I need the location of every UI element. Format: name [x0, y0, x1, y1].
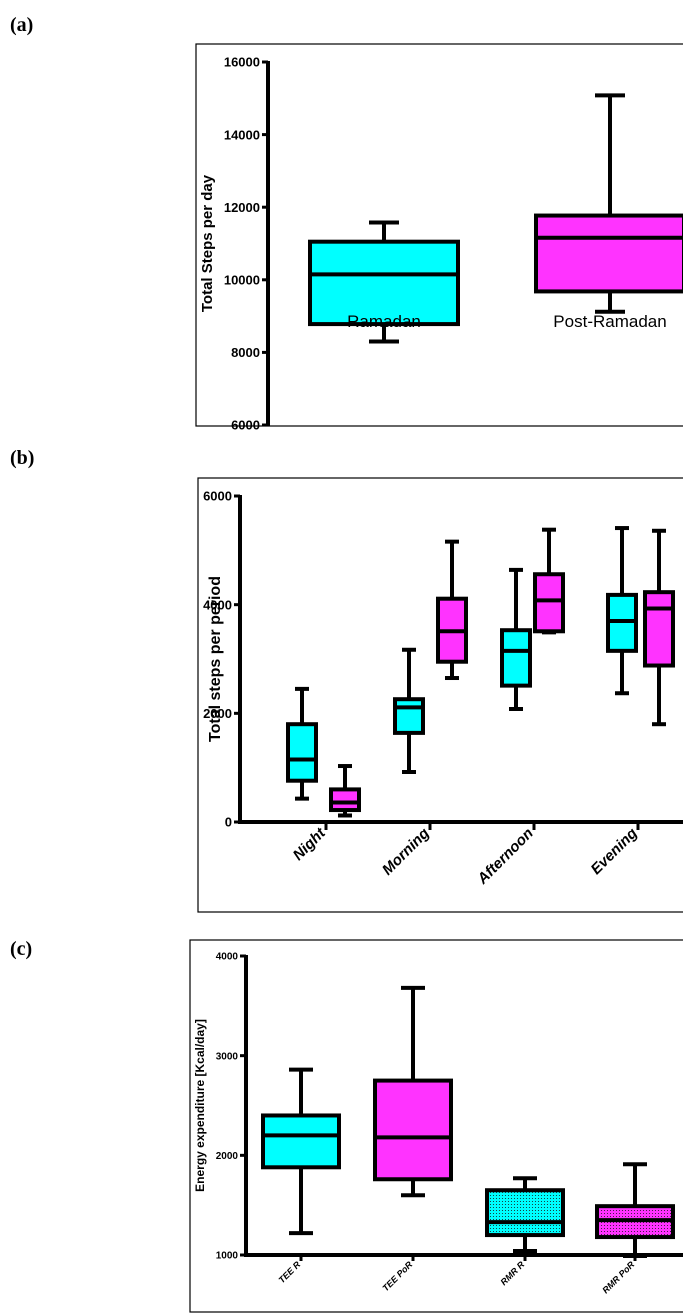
- y-tick-label-a-3: 12000: [224, 200, 260, 215]
- chart-a: 6000 8000 10000 12000 14000 16000 Total Steps …: [195, 43, 683, 433]
- box-afternoon: [533, 572, 565, 634]
- chart-b: 0 2000 4000 6000 Total steps per period Night…: [197, 477, 683, 913]
- x-category-label-3: Evening: [588, 825, 641, 878]
- box-morning: [393, 697, 425, 735]
- x-category-label-0: TEE R: [277, 1259, 303, 1285]
- y-tick-label-c-0: 1000: [216, 1251, 239, 1262]
- panel-label-b: (b): [10, 447, 35, 469]
- y-axis-label-c: Energy expenditure [Kcal/day]: [193, 1019, 207, 1192]
- x-category-label-1: TEE PoR: [380, 1259, 414, 1293]
- y-tick-label-a-0: 6000: [231, 418, 260, 433]
- y-axis-label-b: Total steps per period: [207, 576, 224, 742]
- y-tick-label-a-4: 14000: [224, 127, 260, 142]
- y-tick-label-b-0: 0: [225, 815, 232, 830]
- box-night: [286, 722, 318, 783]
- y-tick-label-b-3: 6000: [203, 489, 232, 504]
- x-category-label-3: RMR PoR: [600, 1259, 636, 1295]
- box-post-ramadan: [534, 213, 683, 294]
- y-tick-label-c-1: 2000: [216, 1151, 239, 1162]
- x-category-label-0: Night: [290, 824, 330, 864]
- box-afternoon: [500, 628, 532, 688]
- x-category-label-2: RMR R: [498, 1259, 526, 1287]
- box-rmr-r: [485, 1188, 565, 1238]
- x-category-label-0: Ramadan: [347, 312, 421, 331]
- panel-frame-c: [189, 939, 683, 1313]
- box-tee-r: [261, 1113, 341, 1170]
- y-tick-label-c-3: 4000: [216, 952, 239, 963]
- box-evening: [643, 590, 675, 668]
- panel-label-a: (a): [10, 14, 34, 36]
- y-tick-label-b-2: 4000: [203, 597, 232, 612]
- x-category-label-2: Afternoon: [473, 825, 536, 888]
- box-night: [329, 787, 361, 813]
- y-tick-label-a-5: 16000: [224, 55, 260, 70]
- box-ramadan: [308, 239, 460, 327]
- panel-label-c: (c): [10, 938, 33, 960]
- chart-c: 1000 2000 3000 4000 Energy expenditure [Kcal…: [189, 939, 683, 1313]
- y-tick-label-a-1: 8000: [231, 345, 260, 360]
- y-tick-label-a-2: 10000: [224, 272, 260, 287]
- y-tick-label-b-1: 2000: [203, 706, 232, 721]
- x-category-label-1: Morning: [379, 825, 433, 879]
- x-category-label-1: Post-Ramadan: [553, 312, 666, 331]
- y-tick-label-c-2: 3000: [216, 1051, 239, 1062]
- y-axis-label-a: Total Steps per day: [199, 174, 216, 312]
- panel-frame-b: [197, 477, 683, 913]
- box-tee-por: [373, 1078, 453, 1182]
- panel-frame-a: [195, 43, 683, 427]
